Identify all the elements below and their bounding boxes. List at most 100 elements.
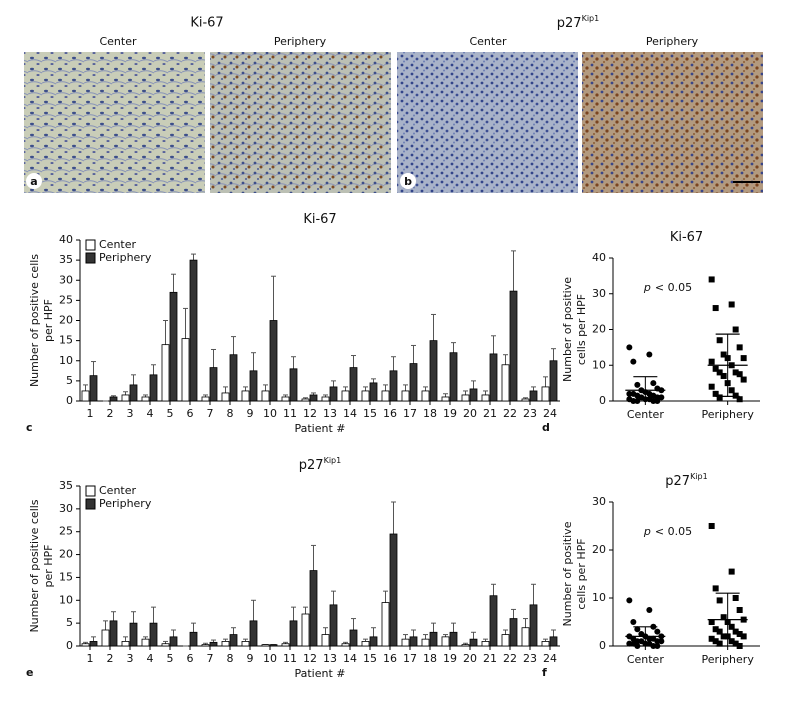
y-tick-label: 40 xyxy=(59,233,73,246)
bar xyxy=(189,631,198,647)
bar xyxy=(361,641,370,647)
y-tick-label: 30 xyxy=(59,273,73,286)
bar xyxy=(461,394,470,402)
y-axis-label: Number of positive cells xyxy=(28,254,41,387)
data-point xyxy=(716,394,723,401)
x-tick-label: 8 xyxy=(227,407,234,420)
legend-label: Center xyxy=(99,484,137,497)
legend-swatch xyxy=(85,485,96,497)
title-superscript: Kip1 xyxy=(690,472,708,481)
x-tick-label: 18 xyxy=(423,407,437,420)
bar xyxy=(421,390,430,402)
data-point xyxy=(732,640,739,647)
subpanel-label: Periphery xyxy=(646,35,699,48)
bar xyxy=(269,320,278,402)
data-point xyxy=(732,326,739,333)
y-axis-label: per HPF xyxy=(42,299,55,342)
y-tick-label: 15 xyxy=(59,334,73,347)
data-point xyxy=(708,383,715,390)
panel-label: c xyxy=(26,421,33,434)
x-tick-label: 23 xyxy=(523,652,537,665)
y-tick-label: 0 xyxy=(599,639,606,652)
y-tick-label: 0 xyxy=(66,394,73,407)
y-tick-label: 35 xyxy=(59,253,73,266)
bar xyxy=(521,627,530,647)
bar xyxy=(109,396,118,402)
bar xyxy=(349,367,358,402)
x-tick-label: 24 xyxy=(543,407,557,420)
data-point xyxy=(716,597,723,604)
data-point xyxy=(658,394,665,401)
bar xyxy=(149,374,158,402)
bar xyxy=(81,390,90,402)
y-tick-label: 30 xyxy=(59,502,73,515)
bar xyxy=(121,394,130,402)
x-tick-label: Periphery xyxy=(701,408,754,421)
bar xyxy=(121,641,130,647)
annotation-symbol: p xyxy=(643,525,651,538)
x-tick-label: Periphery xyxy=(701,653,754,666)
bar xyxy=(249,370,258,402)
data-point xyxy=(712,638,719,645)
bar xyxy=(241,390,250,402)
bar xyxy=(261,390,270,402)
bar xyxy=(161,643,170,647)
x-tick-label: 19 xyxy=(443,652,457,665)
title-superscript: Kip1 xyxy=(582,14,600,23)
data-point xyxy=(626,597,633,604)
data-point xyxy=(740,355,747,362)
y-tick-label: 0 xyxy=(66,639,73,652)
micrograph-title: p27Kip1 xyxy=(557,14,599,31)
bar xyxy=(429,340,438,402)
bar xyxy=(409,636,418,647)
data-point xyxy=(728,301,735,308)
data-point xyxy=(728,623,735,630)
legend-swatch xyxy=(85,252,96,264)
bar xyxy=(489,353,498,402)
data-point xyxy=(728,568,735,575)
x-tick-label: 3 xyxy=(127,407,134,420)
data-point xyxy=(626,344,633,351)
legend-label: Periphery xyxy=(99,497,152,510)
bar xyxy=(161,344,170,402)
bar xyxy=(541,641,550,647)
title-base: Ki-67 xyxy=(670,230,703,245)
y-tick-label: 10 xyxy=(59,354,73,367)
bar xyxy=(329,386,338,402)
y-tick-label: 20 xyxy=(59,314,73,327)
bar xyxy=(149,622,158,647)
bar xyxy=(481,641,490,647)
bar xyxy=(481,394,490,402)
bar xyxy=(529,604,538,647)
bar xyxy=(309,570,318,647)
data-point xyxy=(732,392,739,399)
y-tick-label: 10 xyxy=(592,591,606,604)
panel-badge xyxy=(400,173,416,189)
y-tick-label: 25 xyxy=(59,293,73,306)
micrograph-title: Ki-67 xyxy=(190,16,223,31)
bar xyxy=(321,396,330,402)
bar xyxy=(241,641,250,647)
x-tick-label: 22 xyxy=(503,407,517,420)
x-tick-label: 20 xyxy=(463,652,477,665)
data-point xyxy=(720,614,727,621)
legend-label: Center xyxy=(99,238,137,251)
bar xyxy=(181,338,190,402)
x-tick-label: 15 xyxy=(363,407,377,420)
x-tick-label: Center xyxy=(627,408,665,421)
annotation-text: < 0.05 xyxy=(655,525,692,538)
data-point xyxy=(654,398,661,404)
x-tick-label: 8 xyxy=(227,652,234,665)
x-tick-label: 23 xyxy=(523,407,537,420)
bar xyxy=(369,382,378,402)
x-tick-label: 12 xyxy=(303,407,317,420)
data-point xyxy=(646,351,653,358)
bar xyxy=(281,396,290,402)
data-point xyxy=(712,390,719,397)
data-point xyxy=(634,626,641,633)
data-point xyxy=(728,387,735,394)
data-point xyxy=(630,619,637,625)
subpanel-label: Center xyxy=(99,35,137,48)
bar xyxy=(289,620,298,647)
data-point xyxy=(740,633,747,640)
